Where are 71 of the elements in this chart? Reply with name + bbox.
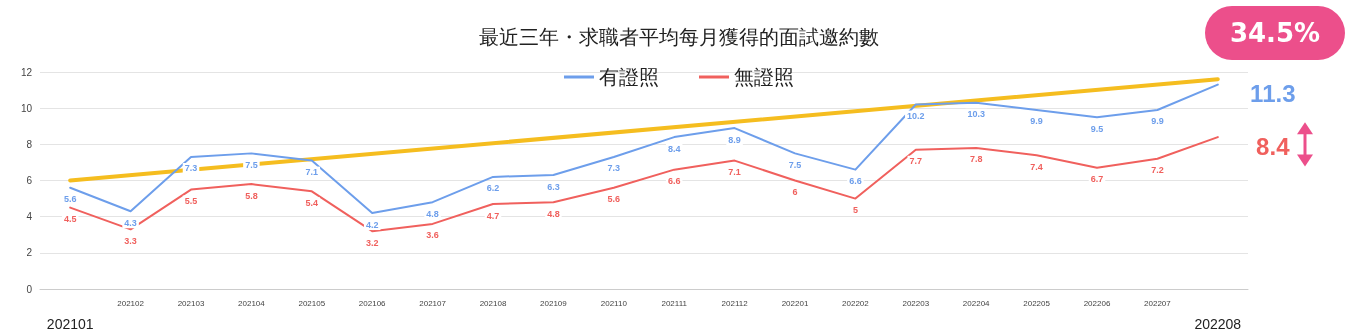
data-label: 5.5 — [184, 196, 198, 207]
data-label: 6.3 — [547, 181, 560, 192]
data-label: 4.8 — [426, 208, 439, 219]
y-tick-label: 2 — [26, 247, 33, 259]
chart-title: 最近三年・求職者平均每月獲得的面試邀約數 — [479, 25, 879, 49]
data-label: 7.3 — [184, 163, 198, 174]
text: 34.5% — [1205, 6, 1345, 60]
data-label: 7.7 — [909, 156, 923, 167]
data-label: 7.4 — [1030, 161, 1043, 172]
data-label: 4.5 — [63, 214, 77, 225]
data-label: 6.6 — [667, 176, 681, 187]
y-tick-label: 8 — [26, 138, 33, 150]
x-tick-label: 202105 — [298, 298, 326, 308]
data-label: 5.4 — [305, 197, 319, 208]
x-tick-label: 202110 — [600, 298, 628, 308]
x-tick-label: 202101 — [46, 316, 94, 331]
x-tick-label: 202204 — [962, 298, 991, 308]
y-tick-label: 0 — [26, 283, 33, 295]
x-tick-label: 202106 — [358, 298, 387, 308]
x-tick-label: 202102 — [117, 298, 145, 308]
x-tick-label: 202201 — [781, 298, 809, 308]
x-tick-label: 202206 — [1083, 298, 1111, 308]
data-label: 3.3 — [124, 235, 137, 246]
y-tick-label: 10 — [20, 102, 33, 114]
x-tick-label: 202107 — [419, 298, 447, 308]
x-tick-label: 202103 — [177, 298, 205, 308]
data-label: 6 — [792, 187, 798, 197]
data-label: 10.3 — [967, 109, 985, 120]
y-tick-label: 12 — [20, 66, 33, 78]
data-label: 9.9 — [1151, 116, 1164, 127]
data-label: 5.6 — [63, 194, 77, 205]
data-label: 4.2 — [365, 219, 379, 230]
data-label: 4.8 — [547, 208, 560, 219]
data-label: 7.3 — [607, 163, 621, 174]
legend-label: 無證照 — [734, 66, 794, 88]
data-label: 11.3 — [1250, 80, 1296, 108]
x-tick-label: 202108 — [479, 298, 507, 308]
data-label: 5.8 — [245, 190, 258, 201]
data-label: 5.6 — [607, 194, 621, 205]
data-label: 7.2 — [1151, 165, 1164, 176]
x-tick-label: 202203 — [902, 298, 930, 308]
data-label: 6.2 — [486, 183, 500, 194]
data-label: 8.4 — [1256, 132, 1291, 160]
x-tick-label: 202207 — [1144, 298, 1172, 308]
data-label: 7.8 — [969, 154, 983, 165]
data-label: 7.1 — [305, 167, 319, 178]
data-label: 7.1 — [728, 167, 741, 178]
data-label: 9.9 — [1030, 116, 1043, 127]
data-label: 6.7 — [1090, 174, 1104, 185]
x-tick-label: 202111 — [661, 298, 688, 308]
x-tick-label: 202109 — [540, 298, 568, 308]
data-label: 4.3 — [124, 217, 137, 228]
y-tick-label: 6 — [26, 175, 33, 186]
data-label: 6.6 — [849, 176, 862, 187]
data-label: 8.9 — [728, 134, 741, 145]
data-label: 5 — [852, 205, 858, 216]
x-tick-label: 202104 — [238, 298, 266, 308]
data-label: 7.5 — [245, 159, 258, 170]
x-tick-label: 202202 — [842, 298, 870, 308]
y-tick-label: 4 — [26, 211, 33, 223]
data-label: 8.4 — [667, 143, 681, 154]
data-label: 4.7 — [486, 210, 500, 221]
legend-label: 有證照 — [599, 66, 659, 88]
x-tick-label: 202208 — [1194, 316, 1242, 331]
data-label: 3.6 — [426, 230, 439, 241]
x-tick-label: 202112 — [721, 298, 749, 308]
data-label: 7.5 — [788, 159, 802, 170]
data-label: 3.2 — [365, 237, 379, 248]
x-tick-label: 202205 — [1023, 298, 1051, 308]
data-label: 10.2 — [907, 111, 925, 122]
data-label: 9.5 — [1090, 123, 1104, 134]
